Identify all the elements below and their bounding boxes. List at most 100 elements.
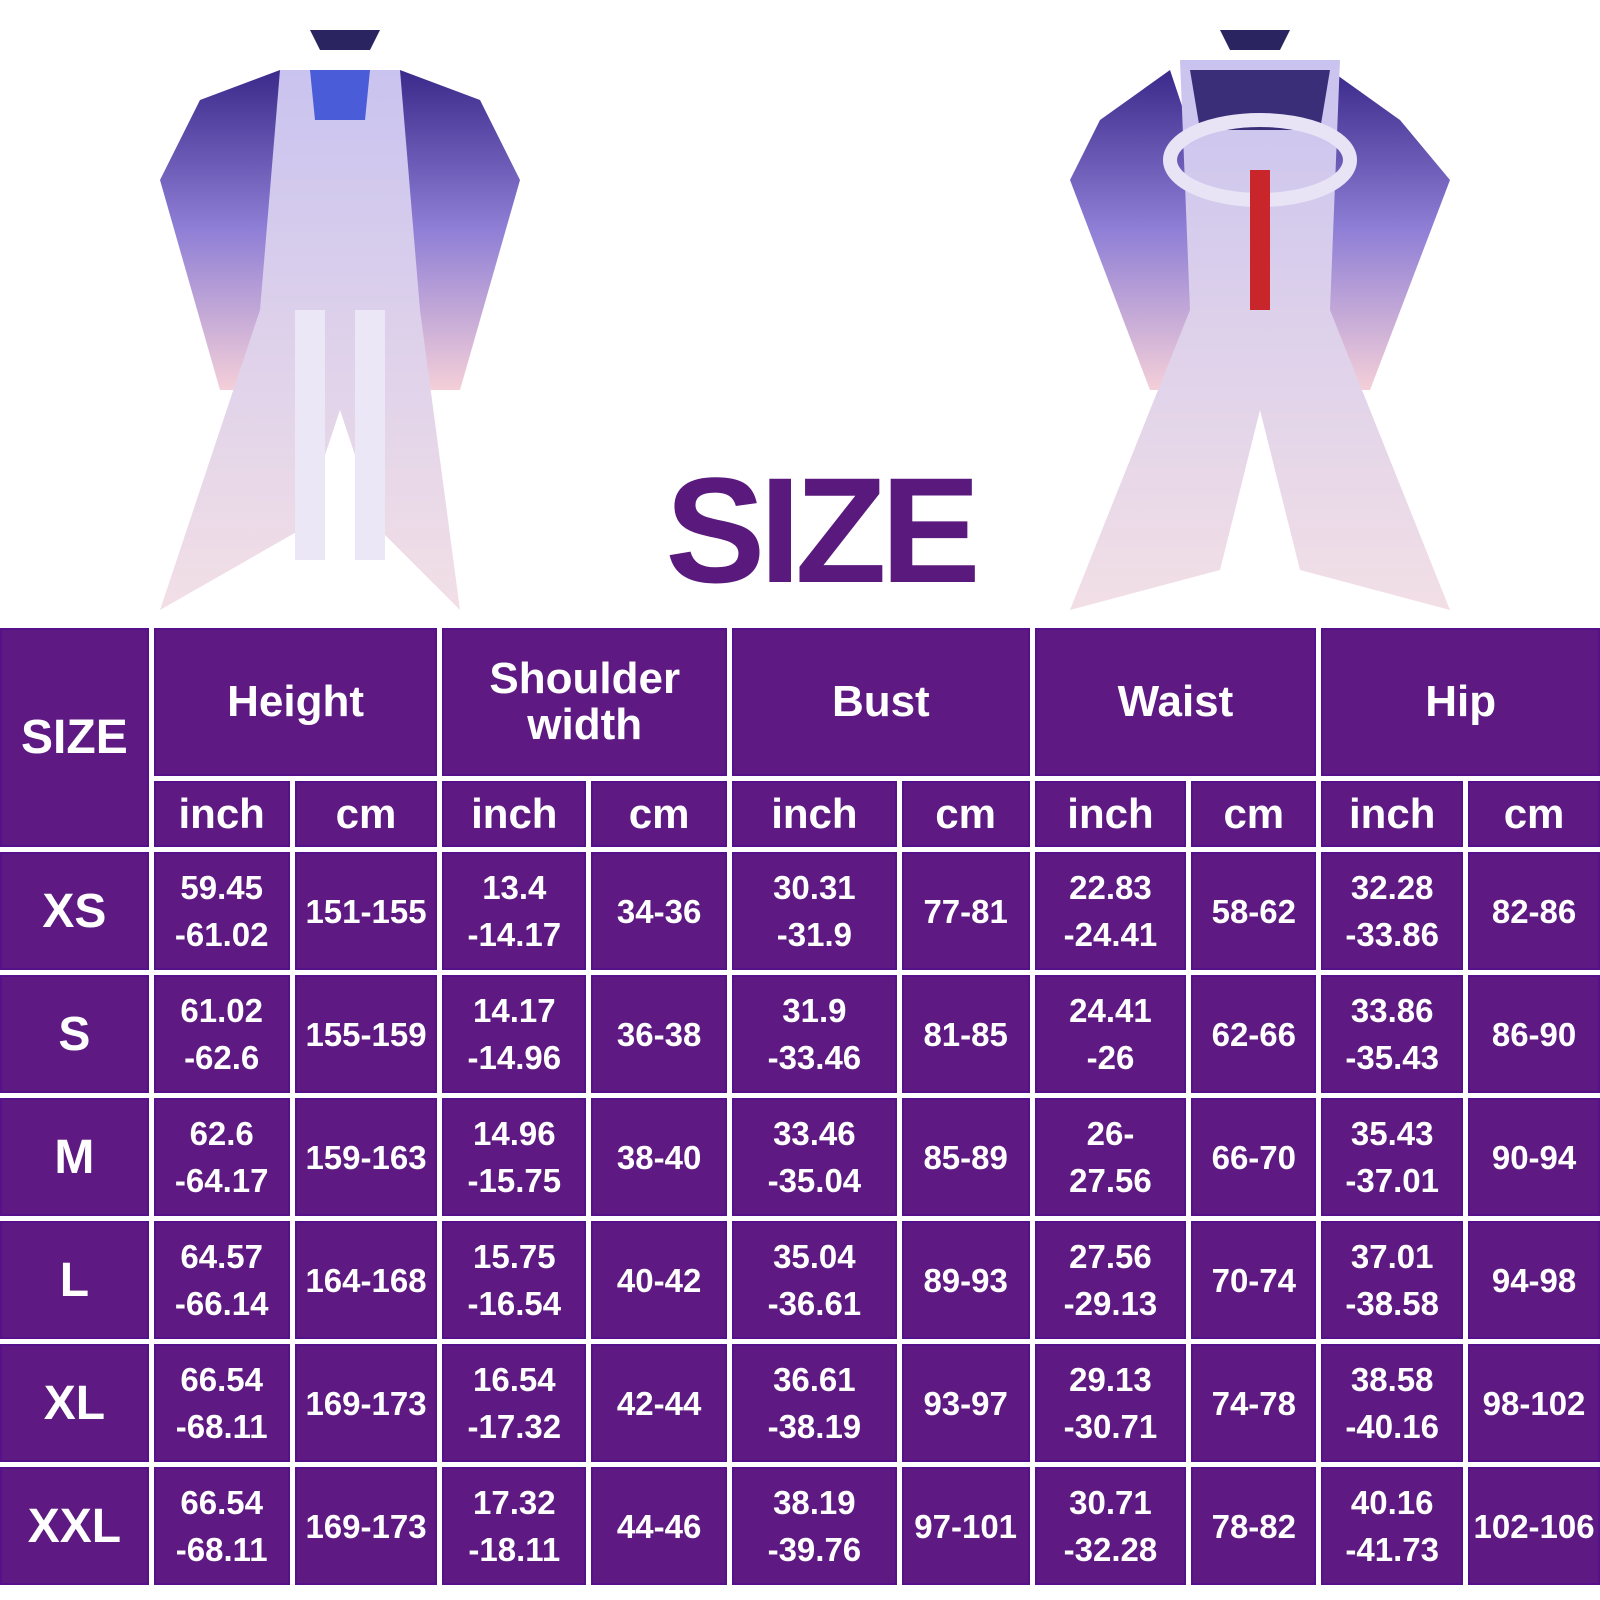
table-cell: 30.31 -31.9 [732, 852, 897, 970]
table-cell: 33.86 -35.43 [1321, 975, 1464, 1093]
unit-header-text: cm [1223, 790, 1285, 837]
size-label-text: XL [43, 1376, 106, 1430]
unit-header: inch [732, 781, 897, 847]
table-cell: 40.16 -41.73 [1321, 1467, 1464, 1585]
table-cell: 31.9 -33.46 [732, 975, 897, 1093]
table-cell-text: 81-85 [923, 1015, 1008, 1053]
table-cell: 62-66 [1191, 975, 1317, 1093]
table-cell: 30.71 -32.28 [1034, 1467, 1187, 1585]
table-cell: 13.4 -14.17 [442, 852, 587, 970]
table-cell-text: 38.58 -40.16 [1345, 1361, 1439, 1445]
table-cell-text: 31.9 -33.46 [767, 992, 862, 1076]
table-cell-text: 33.46 -35.04 [767, 1115, 862, 1199]
unit-header-text: cm [935, 790, 996, 837]
table-cell-text: 33.86 -35.43 [1345, 992, 1439, 1076]
table-cell-text: 70-74 [1211, 1261, 1296, 1299]
table-cell: 22.83 -24.41 [1034, 852, 1187, 970]
table-cell-text: 40-42 [616, 1261, 702, 1299]
table-cell-text: 64.57 -66.14 [174, 1238, 269, 1322]
table-cell: 169-173 [294, 1344, 438, 1462]
unit-header-text: inch [1067, 790, 1154, 837]
table-cell-text: 97-101 [914, 1507, 1018, 1545]
table-cell: 97-101 [901, 1467, 1030, 1585]
unit-header: inch [1034, 781, 1187, 847]
column-group-header-text: Height [227, 677, 365, 726]
table-cell: 42-44 [591, 1344, 728, 1462]
table-cell: 82-86 [1468, 852, 1600, 970]
unit-header-text: inch [471, 790, 558, 837]
table-cell-text: 77-81 [923, 892, 1008, 930]
table-cell: 16.54 -17.32 [442, 1344, 587, 1462]
table-cell-text: 26- 27.56 [1069, 1115, 1152, 1199]
table-cell: 24.41 -26 [1034, 975, 1187, 1093]
size-label: S [0, 975, 149, 1093]
table-cell: 37.01 -38.58 [1321, 1221, 1464, 1339]
table-cell-text: 14.17 -14.96 [467, 992, 562, 1076]
table-cell-text: 78-82 [1211, 1507, 1296, 1545]
table-cell: 151-155 [294, 852, 438, 970]
table-cell-text: 66-70 [1211, 1138, 1296, 1176]
unit-header-text: cm [335, 790, 397, 837]
table-cell-text: 164-168 [305, 1261, 427, 1299]
column-group-header-text: Shoulder width [489, 654, 681, 749]
size-label-text: M [54, 1130, 95, 1184]
table-cell-text: 37.01 -38.58 [1345, 1238, 1439, 1322]
column-group-header: Shoulder width [442, 628, 728, 776]
column-group-header: Height [153, 628, 438, 776]
table-cell: 159-163 [294, 1098, 438, 1216]
unit-header: cm [294, 781, 438, 847]
unit-header: inch [442, 781, 587, 847]
size-header: SIZE [0, 628, 149, 847]
table-cell: 40-42 [591, 1221, 728, 1339]
table-cell: 14.17 -14.96 [442, 975, 587, 1093]
table-cell-text: 102-106 [1473, 1507, 1595, 1545]
table-cell: 98-102 [1468, 1344, 1600, 1462]
size-label: XS [0, 852, 149, 970]
table-cell: 38-40 [591, 1098, 728, 1216]
unit-header-text: inch [771, 790, 858, 837]
table-cell-text: 30.31 -31.9 [773, 869, 856, 953]
table-cell: 155-159 [294, 975, 438, 1093]
table-cell: 27.56 -29.13 [1034, 1221, 1187, 1339]
unit-header-text: inch [1349, 790, 1436, 837]
table-cell-text: 35.43 -37.01 [1345, 1115, 1439, 1199]
table-cell: 169-173 [294, 1467, 438, 1585]
table-cell-text: 36.61 -38.19 [767, 1361, 862, 1445]
table-cell-text: 85-89 [923, 1138, 1008, 1176]
table-cell-text: 17.32 -18.11 [468, 1484, 561, 1568]
unit-header: cm [901, 781, 1030, 847]
table-cell-text: 93-97 [923, 1384, 1008, 1422]
table-cell: 29.13 -30.71 [1034, 1344, 1187, 1462]
table-cell: 77-81 [901, 852, 1030, 970]
table-cell: 66-70 [1191, 1098, 1317, 1216]
table-cell: 85-89 [901, 1098, 1030, 1216]
table-cell-text: 14.96 -15.75 [467, 1115, 562, 1199]
table-cell: 90-94 [1468, 1098, 1600, 1216]
unit-header: cm [591, 781, 728, 847]
table-cell-text: 34-36 [616, 892, 702, 930]
table-cell: 35.43 -37.01 [1321, 1098, 1464, 1216]
table-cell: 38.19 -39.76 [732, 1467, 897, 1585]
size-label: L [0, 1221, 149, 1339]
table-cell-text: 66.54 -68.11 [175, 1361, 268, 1445]
table-cell-text: 13.4 -14.17 [467, 869, 562, 953]
table-cell: 81-85 [901, 975, 1030, 1093]
table-cell: 66.54 -68.11 [153, 1344, 290, 1462]
table-cell: 33.46 -35.04 [732, 1098, 897, 1216]
table-cell-text: 98-102 [1482, 1384, 1586, 1422]
table-cell-text: 61.02 -62.6 [180, 992, 263, 1076]
table-cell: 102-106 [1468, 1467, 1600, 1585]
table-cell: 89-93 [901, 1221, 1030, 1339]
table-cell-text: 29.13 -30.71 [1063, 1361, 1158, 1445]
unit-header-text: cm [1503, 790, 1565, 837]
table-cell-text: 27.56 -29.13 [1063, 1238, 1158, 1322]
table-cell: 74-78 [1191, 1344, 1317, 1462]
table-cell-text: 159-163 [305, 1138, 427, 1176]
table-cell: 93-97 [901, 1344, 1030, 1462]
table-cell: 34-36 [591, 852, 728, 970]
table-cell-text: 42-44 [616, 1384, 702, 1422]
table-cell: 64.57 -66.14 [153, 1221, 290, 1339]
size-chart-table: SIZE Height Shoulder width Bust Waist Hip inc… [0, 628, 1600, 1596]
column-group-header-text: Waist [1117, 677, 1234, 726]
table-cell-text: 94-98 [1491, 1261, 1577, 1299]
